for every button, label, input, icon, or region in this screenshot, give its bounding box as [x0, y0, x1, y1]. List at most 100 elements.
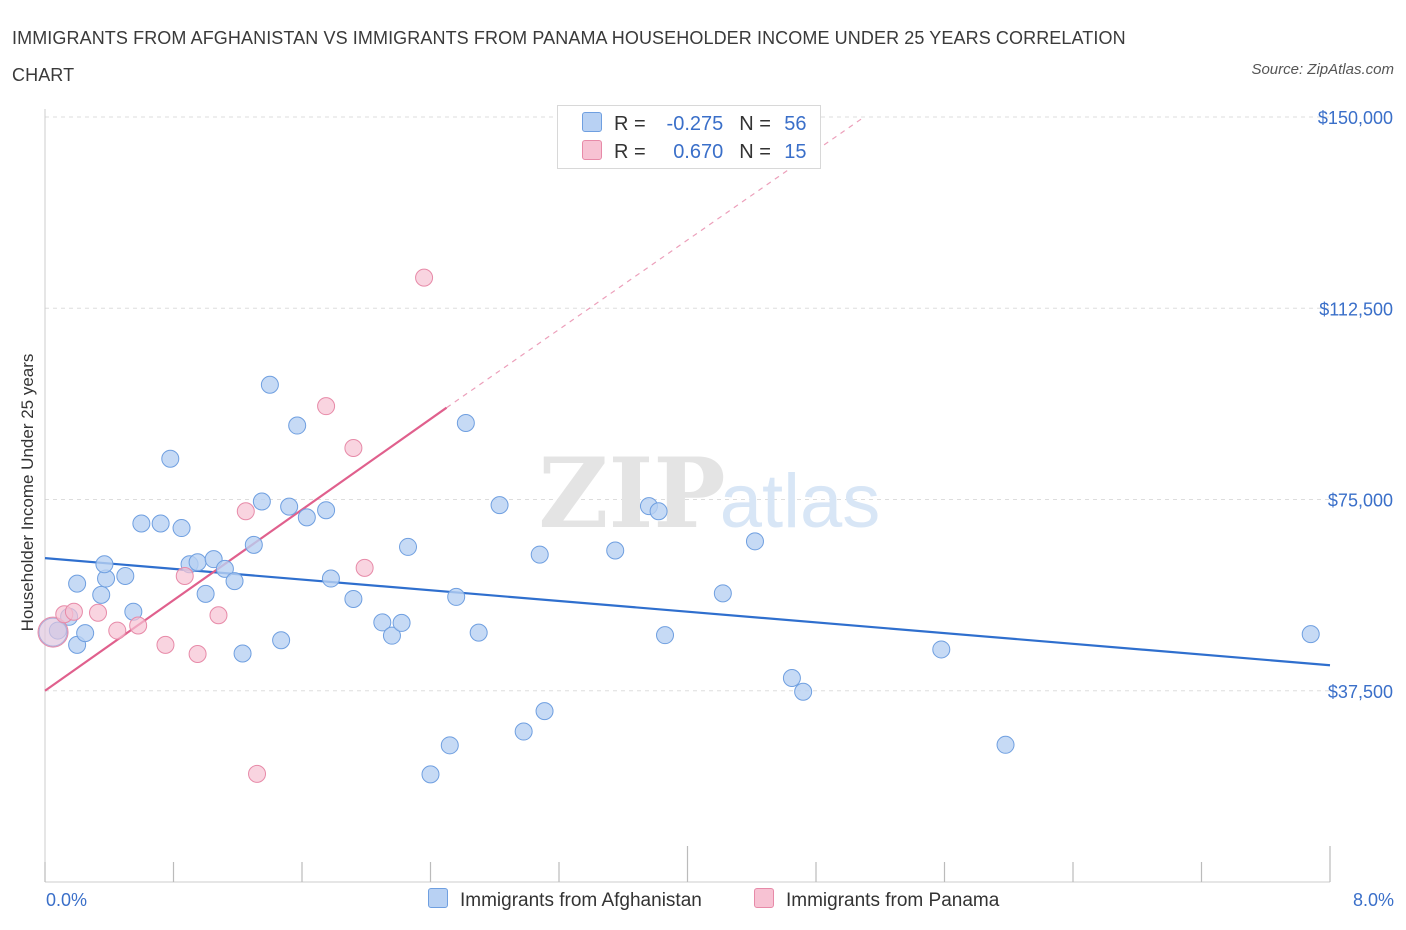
legend-n-value-panama: 15	[784, 141, 807, 163]
x-tick-label-max: 8.0%	[1352, 890, 1394, 910]
point-afghanistan	[490, 496, 509, 515]
point-afghanistan	[514, 722, 533, 741]
point-panama	[344, 438, 363, 457]
point-afghanistan	[161, 449, 180, 468]
point-afghanistan	[399, 537, 418, 556]
point-afghanistan	[95, 555, 114, 574]
point-afghanistan	[392, 613, 411, 632]
axes	[44, 109, 1331, 883]
chart-title: IMMIGRANTS FROM AFGHANISTAN VS IMMIGRANT…	[12, 28, 1126, 85]
legend-n-label: N =	[739, 113, 771, 135]
point-afghanistan	[656, 626, 675, 645]
point-afghanistan	[151, 514, 170, 533]
bottom-legend-swatch-afghanistan	[428, 888, 448, 908]
point-afghanistan	[215, 559, 234, 578]
point-afghanistan	[288, 416, 307, 435]
point-afghanistan	[606, 541, 625, 560]
watermark: ZIP atlas	[538, 437, 880, 550]
legend-row-afghanistan: R = -0.275 N = 56	[582, 112, 807, 136]
point-afghanistan	[116, 567, 135, 585]
gridlines	[45, 116, 1330, 692]
legend-row-panama: R = 0.670 N = 15	[582, 140, 807, 164]
trend-line-afghanistan	[44, 557, 1331, 667]
point-afghanistan	[530, 545, 549, 564]
point-afghanistan	[172, 519, 191, 538]
point-panama	[415, 268, 434, 287]
point-panama	[89, 603, 108, 622]
legend-r-label: R =	[614, 113, 646, 135]
axis-labels: $37,500 $75,000 $112,500 $150,000 Householde…	[18, 108, 1393, 702]
point-afghanistan	[535, 702, 554, 721]
point-afghanistan	[344, 589, 363, 608]
y-axis-label: Householder Income Under 25 years	[18, 354, 37, 632]
point-panama	[317, 397, 336, 416]
point-afghanistan	[421, 765, 440, 784]
point-afghanistan	[132, 514, 151, 533]
point-afghanistan	[782, 669, 801, 687]
point-panama	[188, 645, 207, 664]
point-afghanistan	[196, 584, 215, 603]
y-tick-label: $75,000	[1328, 491, 1393, 511]
bottom-legend-label-panama: Immigrants from Panama	[786, 890, 1000, 911]
point-afghanistan	[996, 735, 1015, 754]
y-tick-label: $150,000	[1318, 108, 1393, 128]
source-label: Source: ZipAtlas.com	[1251, 61, 1394, 78]
point-afghanistan	[260, 375, 279, 394]
point-afghanistan	[38, 617, 68, 647]
point-afghanistan	[382, 626, 401, 645]
x-tick-label-min: 0.0%	[46, 890, 88, 910]
point-afghanistan	[225, 572, 244, 591]
legend-r-label: R =	[614, 141, 646, 163]
point-panama	[64, 602, 83, 621]
point-afghanistan	[649, 502, 668, 521]
point-panama	[129, 616, 148, 635]
bottom-legend-label-afghanistan: Immigrants from Afghanistan	[460, 890, 702, 911]
point-afghanistan	[48, 621, 67, 640]
point-afghanistan	[188, 553, 207, 572]
point-afghanistan	[252, 492, 271, 511]
point-afghanistan	[713, 584, 732, 603]
point-afghanistan	[76, 624, 95, 643]
legend-swatch-afghanistan	[582, 112, 602, 132]
point-panama	[156, 635, 175, 654]
legend-n-value-afghanistan: 56	[784, 113, 807, 135]
point-afghanistan	[456, 414, 475, 432]
trend-line-panama	[44, 406, 448, 692]
point-afghanistan	[469, 623, 488, 642]
y-tick-label: $112,500	[1319, 299, 1393, 319]
point-afghanistan	[447, 587, 466, 606]
legend-n-label: N =	[739, 141, 771, 163]
point-afghanistan	[1301, 625, 1320, 644]
point-afghanistan	[233, 644, 252, 663]
watermark-atlas: atlas	[720, 459, 881, 544]
point-panama	[248, 764, 267, 783]
legend-r-value-afghanistan: -0.275	[666, 113, 724, 135]
point-panama	[236, 502, 255, 521]
point-afghanistan	[244, 535, 263, 554]
point-panama	[37, 616, 69, 648]
legend-swatch-panama	[582, 140, 602, 160]
watermark-zip: ZIP	[538, 437, 725, 550]
point-afghanistan	[92, 585, 111, 604]
point-afghanistan	[297, 508, 316, 527]
point-panama	[175, 567, 194, 585]
point-afghanistan	[272, 631, 291, 650]
point-afghanistan	[932, 640, 951, 659]
point-afghanistan	[373, 613, 392, 632]
y-tick-label: $37,500	[1328, 682, 1393, 702]
point-afghanistan	[794, 682, 813, 701]
bottom-legend-panama: Immigrants from Panama	[754, 888, 999, 912]
bottom-legend-afghanistan: Immigrants from Afghanistan	[428, 888, 702, 912]
point-afghanistan	[745, 532, 764, 551]
point-afghanistan	[317, 501, 336, 520]
trend-lines	[44, 116, 1331, 692]
point-afghanistan	[440, 736, 459, 755]
point-panama	[355, 558, 374, 577]
correlation-legend: R = -0.275 N = 56 R = 0.670 N = 15	[557, 105, 821, 169]
point-panama	[108, 621, 127, 640]
data-points	[37, 268, 1320, 784]
point-afghanistan	[321, 569, 340, 588]
bottom-legend-swatch-panama	[754, 888, 774, 908]
point-afghanistan	[68, 574, 87, 593]
